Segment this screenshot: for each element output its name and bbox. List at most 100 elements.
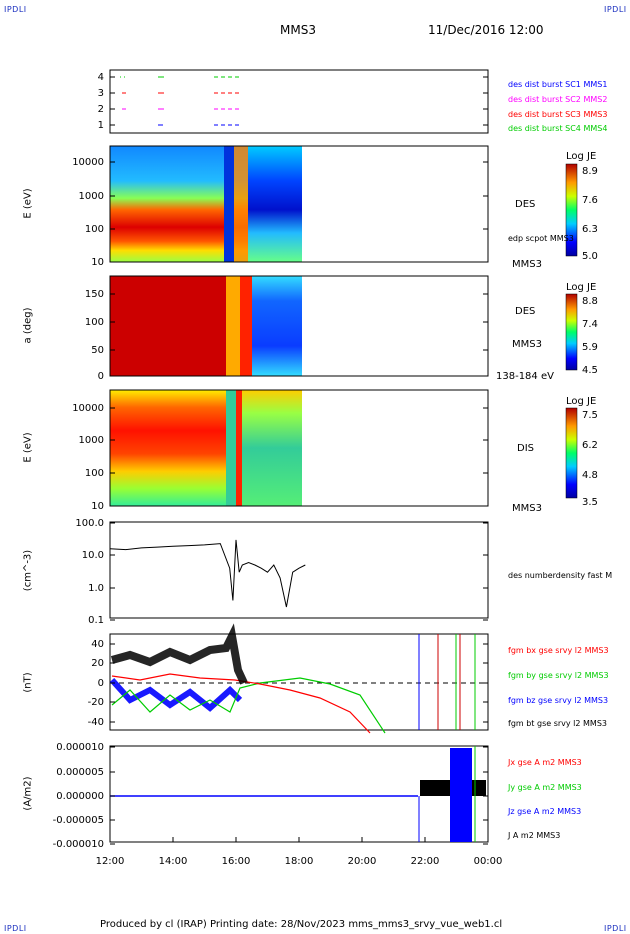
dis-energy-colorbar-title: Log JE (566, 396, 597, 407)
fgm-bx-series (111, 673, 371, 734)
colorbar-tick-des-energy: 8.9 (582, 166, 598, 177)
xtick-label: 00:00 (474, 856, 503, 867)
colorbar-tick-dis-energy: 6.2 (582, 440, 598, 451)
des-pitch-label-des: DES (515, 306, 536, 317)
colorbar-tick-dis-energy: 7.5 (582, 410, 598, 421)
spacecraft-title: MMS3 (280, 23, 316, 37)
fgm-legend-by: fgm by gse srvy l2 MMS3 (508, 671, 609, 680)
fgm-bt-series (110, 623, 248, 685)
ytick-label-current: -0.000010 (53, 839, 104, 850)
des-pitch-label-mms3: MMS3 (512, 339, 542, 350)
dis-energy-label-mms3: MMS3 (512, 503, 542, 514)
des-energy-label-mms3: MMS3 (512, 259, 542, 270)
colorbar-tick-dis-energy: 3.5 (582, 497, 598, 508)
burst-panel (109, 69, 489, 134)
ytick-label-density: 10.0 (82, 550, 104, 561)
colorbar-tick-dis-energy: 4.8 (582, 470, 598, 481)
ytick-label-density: 0.1 (88, 615, 104, 626)
current-legend-jy: Jy gse A m2 MMS3 (508, 783, 582, 792)
ytick-label-dis-energy: 1000 (79, 435, 104, 446)
ytick-label-des-pitch: 150 (85, 289, 104, 300)
xtick-label: 12:00 (96, 856, 125, 867)
density-ylabel: (cm^-3) (22, 549, 34, 592)
des-energy-panel (109, 145, 578, 263)
ytick-label-fgm: 20 (91, 658, 104, 669)
ytick-label-burst: 4 (98, 72, 104, 83)
des-pitch-colorbar-title: Log JE (566, 282, 597, 293)
fgm-panel (109, 623, 489, 734)
dis-energy-panel (109, 389, 578, 507)
ytick-label-dis-energy: 10000 (72, 403, 104, 414)
des-pitch-panel (109, 275, 578, 377)
des-energy-ylabel: E (eV) (22, 188, 34, 219)
ytick-label-des-pitch: 100 (85, 317, 104, 328)
xtick-label: 18:00 (285, 856, 314, 867)
des-energy-colorbar-title: Log JE (566, 151, 597, 162)
colorbar-tick-des-pitch: 7.4 (582, 319, 598, 330)
corner-label-top-right: IPDLI (604, 5, 627, 14)
ytick-label-des-pitch: 50 (91, 345, 104, 356)
fgm-by-series (111, 677, 386, 734)
ytick-label-dis-energy: 10 (91, 501, 104, 512)
corner-label-bottom-right: IPDLI (604, 924, 627, 933)
ytick-label-des-energy: 10000 (72, 157, 104, 168)
xtick-label: 14:00 (159, 856, 188, 867)
ytick-label-burst: 2 (98, 104, 104, 115)
fgm-ylabel: (nT) (22, 672, 34, 693)
des-energy-label-des: DES (515, 199, 536, 210)
ytick-label-fgm: 0 (98, 678, 104, 689)
current-negative-burst (450, 748, 472, 842)
colorbar-tick-des-pitch: 4.5 (582, 365, 598, 376)
current-legend-jz: Jz gse A m2 MMS3 (508, 807, 582, 816)
ytick-label-burst: 1 (98, 120, 104, 131)
current-legend-jx: Jx gse A m2 MMS3 (508, 758, 582, 767)
density-legend: des numberdensity fast M (508, 571, 613, 580)
burst-legend-1: des dist burst SC1 MMS1 (508, 80, 608, 89)
ytick-label-des-pitch: 0 (98, 371, 104, 382)
fgm-legend-bt: fgm bt gse srvy l2 MMS3 (508, 719, 607, 728)
xtick-label: 20:00 (348, 856, 377, 867)
current-panel (109, 745, 489, 843)
des-pitch-label-energy: 138-184 eV (496, 371, 554, 382)
ytick-label-density: 100.0 (75, 518, 104, 529)
ytick-label-current: 0.000000 (56, 791, 104, 802)
axis-marks: 4321100001000100101501005001000010001001… (53, 72, 598, 867)
datetime-title: 11/Dec/2016 12:00 (428, 23, 544, 37)
colorbar-tick-des-energy: 7.6 (582, 195, 598, 206)
xtick-label: 22:00 (411, 856, 440, 867)
density-panel (109, 521, 489, 619)
footer-credits: Produced by cl (IRAP) Printing date: 28/… (100, 919, 503, 930)
ytick-label-current: -0.000005 (53, 815, 104, 826)
dis-energy-ylabel: E (eV) (22, 432, 34, 463)
burst-legend-4: des dist burst SC4 MMS4 (508, 124, 608, 133)
corner-label-top-left: IPDLI (4, 5, 27, 14)
burst-legend-2: des dist burst SC2 MMS2 (508, 95, 608, 104)
corner-label-bottom-left: IPDLI (4, 924, 27, 933)
current-legend-j: J A m2 MMS3 (508, 831, 561, 840)
dis-energy-label-dis: DIS (517, 443, 534, 454)
ytick-label-burst: 3 (98, 88, 104, 99)
ytick-label-des-energy: 100 (85, 224, 104, 235)
ytick-label-current: 0.000005 (56, 767, 104, 778)
xtick-label: 16:00 (222, 856, 251, 867)
ytick-label-fgm: 40 (91, 639, 104, 650)
current-ylabel: (A/m2) (22, 776, 34, 811)
colorbar-tick-des-energy: 5.0 (582, 251, 598, 262)
fgm-legend-bx: fgm bx gse srvy l2 MMS3 (508, 646, 609, 655)
density-series-line (109, 539, 306, 608)
burst-legend-3: des dist burst SC3 MMS3 (508, 110, 608, 119)
colorbar-tick-des-pitch: 5.9 (582, 342, 598, 353)
des-energy-label-scpot: edp scpot MMS3 (508, 234, 574, 243)
fgm-bz-series (109, 677, 243, 712)
ytick-label-current: 0.000010 (56, 742, 104, 753)
fgm-legend-bz: fgm bz gse srvy l2 MMS3 (508, 696, 609, 705)
ytick-label-fgm: -40 (88, 717, 104, 728)
ytick-label-density: 1.0 (88, 583, 104, 594)
ytick-label-des-energy: 1000 (79, 191, 104, 202)
ytick-label-des-energy: 10 (91, 257, 104, 268)
colorbar-tick-des-energy: 6.3 (582, 224, 598, 235)
ytick-label-dis-energy: 100 (85, 468, 104, 479)
ytick-label-fgm: -20 (88, 697, 104, 708)
des-pitch-ylabel: a (deg) (22, 307, 34, 344)
